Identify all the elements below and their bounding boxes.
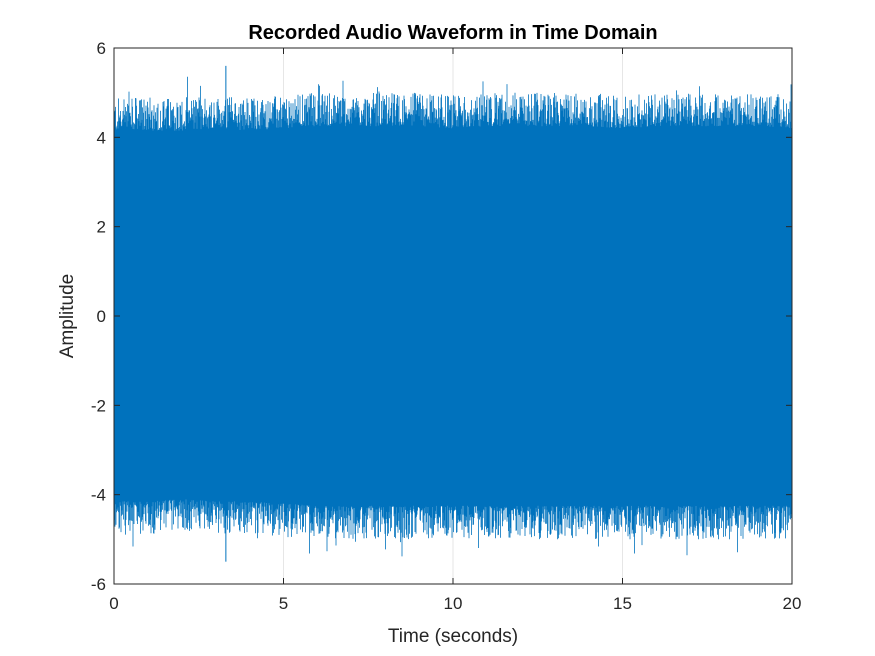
y-tick-label: 6 <box>97 39 106 58</box>
y-tick-label: 4 <box>97 128 106 147</box>
axis-ticks <box>113 47 793 585</box>
x-tick-label: 0 <box>109 594 118 613</box>
x-axis-label: Time (seconds) <box>388 626 518 647</box>
x-tick-labels: 0 5 10 15 20 <box>109 594 801 613</box>
waveform-line <box>113 76 793 557</box>
y-tick-label: -2 <box>91 396 106 415</box>
y-tick-label: -4 <box>91 486 106 505</box>
x-tick-label: 5 <box>279 594 288 613</box>
x-tick-label: 10 <box>444 594 463 613</box>
y-tick-label: -6 <box>91 575 106 594</box>
x-tick-label: 20 <box>783 594 802 613</box>
y-tick-label: 2 <box>97 218 106 237</box>
waveform-series <box>113 65 793 562</box>
x-tick-label: 15 <box>613 594 632 613</box>
y-tick-label: 0 <box>97 307 106 326</box>
y-tick-labels: -6 -4 -2 0 2 4 6 <box>91 39 106 594</box>
y-axis-label: Amplitude <box>57 274 78 359</box>
chart-title: Recorded Audio Waveform in Time Domain <box>248 22 657 44</box>
